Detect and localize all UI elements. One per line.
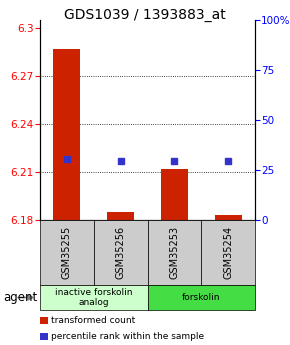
Text: GSM35255: GSM35255	[62, 226, 72, 279]
Text: forskolin: forskolin	[182, 293, 220, 302]
Text: GSM35256: GSM35256	[116, 226, 126, 279]
Text: agent: agent	[3, 291, 37, 304]
Text: inactive forskolin
analog: inactive forskolin analog	[55, 288, 133, 307]
Bar	[215, 215, 242, 220]
Text: transformed count: transformed count	[51, 316, 135, 325]
Bar	[107, 212, 134, 220]
Bar	[53, 49, 80, 220]
Text: GSM35254: GSM35254	[223, 226, 233, 279]
Text: GDS1039 / 1393883_at: GDS1039 / 1393883_at	[64, 8, 226, 22]
Bar	[161, 169, 188, 220]
Text: percentile rank within the sample: percentile rank within the sample	[51, 332, 204, 341]
Text: GSM35253: GSM35253	[169, 226, 180, 279]
